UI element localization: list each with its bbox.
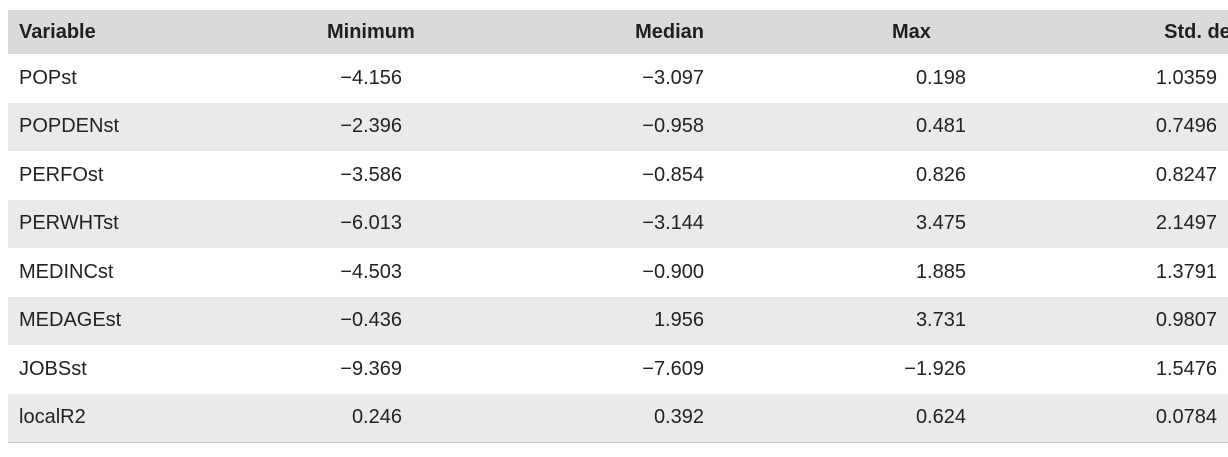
table-row: localR2 0.246 0.392 0.624 0.0784	[8, 393, 1228, 442]
cell-minimum: −9.369	[340, 357, 402, 380]
cell-variable: MEDINCst	[19, 260, 114, 283]
cell-max: 3.475	[915, 212, 966, 235]
cell-max: 0.481	[915, 115, 966, 138]
cell-max: 0.198	[915, 66, 966, 89]
cell-minimum: −0.436	[340, 309, 402, 332]
cell-minimum: −6.013	[340, 212, 402, 235]
table-row: POPst −4.156 −3.097 0.198 1.0359	[8, 54, 1228, 103]
cell-std-dev: 0.8247	[1155, 163, 1217, 186]
cell-std-dev: 0.9807	[1155, 309, 1217, 332]
cell-variable: POPDENst	[19, 115, 120, 138]
cell-median: −0.900	[642, 260, 704, 283]
cell-minimum: −4.503	[340, 260, 402, 283]
cell-std-dev: 1.0359	[1155, 66, 1217, 89]
cell-std-dev: 0.0784	[1155, 406, 1217, 428]
cell-variable: POPst	[19, 66, 77, 89]
table-body: POPst −4.156 −3.097 0.198 1.0359 POPDENs…	[8, 54, 1228, 442]
cell-minimum: −3.586	[340, 163, 402, 186]
cell-std-dev: 2.1497	[1155, 212, 1217, 235]
cell-variable: MEDAGEst	[19, 309, 122, 332]
header-row: Variable Minimum Median Max Std. dev.	[8, 10, 1228, 54]
header-std-dev: Std. dev.	[1164, 20, 1228, 43]
cell-median: −7.609	[642, 357, 704, 380]
table-row: PERFOst −3.586 −0.854 0.826 0.8247	[8, 151, 1228, 200]
cell-median: −0.854	[642, 163, 704, 186]
table-row: MEDAGEst −0.436 1.956 3.731 0.9807	[8, 296, 1228, 345]
cell-std-dev: 0.7496	[1155, 115, 1217, 138]
statistics-table: Variable Minimum Median Max Std. dev. PO…	[8, 10, 1228, 443]
cell-minimum: 0.246	[351, 406, 402, 428]
cell-minimum: −4.156	[340, 66, 402, 89]
cell-max: 3.731	[915, 309, 966, 332]
cell-max: 0.624	[915, 406, 966, 428]
header-minimum: Minimum	[327, 20, 415, 43]
cell-median: 1.956	[653, 309, 704, 332]
cell-max: −1.926	[904, 357, 966, 380]
table-row: MEDINCst −4.503 −0.900 1.885 1.3791	[8, 248, 1228, 297]
cell-variable: localR2	[19, 406, 86, 428]
cell-median: 0.392	[653, 406, 704, 428]
cell-std-dev: 1.5476	[1155, 357, 1217, 380]
table-row: PERWHTst −6.013 −3.144 3.475 2.1497	[8, 199, 1228, 248]
header-max: Max	[892, 20, 931, 43]
cell-median: −3.097	[642, 66, 704, 89]
table-header: Variable Minimum Median Max Std. dev.	[8, 10, 1228, 54]
cell-median: −3.144	[642, 212, 704, 235]
cell-max: 0.826	[915, 163, 966, 186]
table-row: JOBSst −9.369 −7.609 −1.926 1.5476	[8, 345, 1228, 394]
table-row: POPDENst −2.396 −0.958 0.481 0.7496	[8, 102, 1228, 151]
cell-std-dev: 1.3791	[1155, 260, 1217, 283]
cell-variable: PERFOst	[19, 163, 104, 186]
cell-variable: PERWHTst	[19, 212, 119, 235]
cell-max: 1.885	[915, 260, 966, 283]
header-variable: Variable	[19, 20, 96, 43]
cell-minimum: −2.396	[340, 115, 402, 138]
table-container: Variable Minimum Median Max Std. dev. PO…	[8, 10, 1228, 443]
header-median: Median	[635, 20, 704, 43]
cell-variable: JOBSst	[19, 357, 87, 380]
cell-median: −0.958	[642, 115, 704, 138]
